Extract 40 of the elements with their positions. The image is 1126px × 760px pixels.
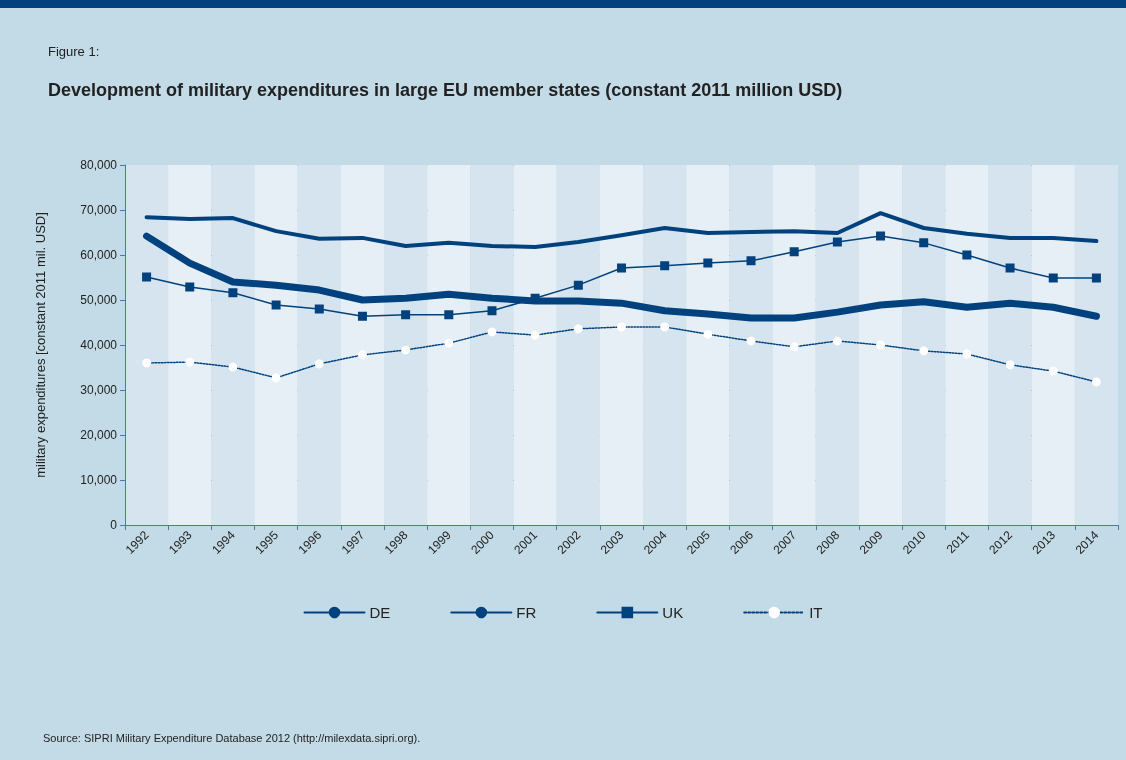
point [919,238,929,248]
y-tick-label: 30,000 [80,383,118,397]
point [185,282,195,292]
line-series [144,211,1099,249]
point [1091,273,1101,283]
y-tick-label: 10,000 [80,473,118,487]
point [660,261,670,271]
point [876,231,886,241]
y-tick-label: 50,000 [80,293,118,307]
point [832,237,842,247]
y-tick-label: 60,000 [80,248,118,262]
point [703,258,713,268]
point [357,311,367,321]
legend-label: DE [369,604,391,621]
point [401,310,411,320]
point [573,280,583,290]
point [746,256,756,266]
source-note: Source: SIPRI Military Expenditure Database 2012 (http://milexdata.sipri.org). [43,731,421,744]
point [1005,263,1015,273]
point [962,250,972,260]
point [1048,273,1058,283]
point [228,288,238,298]
point [314,304,324,314]
point [617,263,626,273]
point [142,272,152,282]
legend-label: UK [662,604,684,621]
legend-label: FR [516,604,537,621]
y-tick-label: 80,000 [80,158,118,172]
point [444,310,454,320]
legend-label: IT [809,604,823,621]
chart-subtitle: Figure 1: [48,44,100,59]
y-tick-label: 0 [110,518,118,532]
y-tick-label: 40,000 [80,338,118,352]
y-axis-title: military expenditures [constant 2011 mil. USD] [33,212,48,478]
y-tick-label: 20,000 [80,428,118,442]
point [271,300,281,310]
point [487,306,497,316]
y-tick-label: 70,000 [80,203,118,217]
chart-title: Development of military expenditures in large EU member states (constant 2011 million USD) [48,80,843,100]
point [789,247,799,257]
